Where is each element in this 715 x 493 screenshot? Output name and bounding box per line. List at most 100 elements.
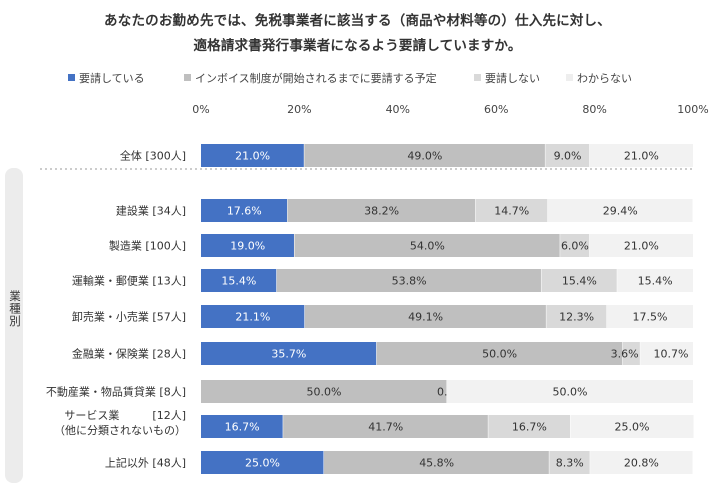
data-label: 54.0% — [410, 240, 445, 253]
data-label: 38.2% — [364, 205, 399, 218]
bar-segment — [589, 144, 693, 167]
data-label: 50.0% — [553, 386, 588, 399]
legend-item: わからない — [566, 70, 632, 86]
x-tick-label: 0% — [192, 103, 209, 116]
data-label: 41.7% — [368, 421, 403, 434]
bar-segment — [640, 342, 693, 365]
data-label: 53.8% — [392, 275, 427, 288]
data-label: 45.8% — [419, 457, 454, 470]
legend-item: インボイス制度が開始されるまでに要請する予定 — [184, 70, 437, 86]
legend-swatch — [474, 74, 481, 81]
bar-segment — [376, 342, 623, 365]
legend-item: 要請している — [68, 70, 145, 86]
data-label: 15.4% — [221, 275, 256, 288]
x-tick-label: 20% — [287, 103, 311, 116]
bar-segment — [475, 199, 548, 222]
legend-swatch — [184, 74, 191, 81]
category-label: サービス業 [12人] — [64, 409, 186, 422]
category-label: 金融業・保険業 [28人] — [72, 347, 186, 361]
data-label: 17.6% — [227, 205, 262, 218]
bar-segment — [590, 451, 693, 474]
data-label: 16.7% — [512, 421, 547, 434]
bar-segment — [549, 451, 591, 474]
data-label: 21.0% — [235, 150, 270, 163]
bar-segment — [589, 234, 693, 257]
data-label: 25.0% — [245, 457, 280, 470]
data-label: 21.0% — [624, 150, 659, 163]
data-label: 21.0% — [624, 240, 659, 253]
category-label: 上記以外 [48人] — [105, 456, 186, 470]
category-label: （他に分類されないもの） — [54, 424, 186, 437]
bar-segment — [541, 269, 618, 292]
data-label: 29.4% — [603, 205, 638, 218]
bar-segment — [447, 380, 693, 403]
data-label: 21.1% — [235, 311, 270, 324]
data-label: 15.4% — [562, 275, 597, 288]
bar-segment — [324, 451, 550, 474]
bar-segment — [201, 380, 447, 403]
industry-group-label: 業種別 — [5, 168, 23, 483]
category-label: 不動産業・物品賃貸業 [8人] — [46, 385, 186, 399]
bar-segment — [201, 144, 305, 167]
data-label: 9.0% — [554, 150, 582, 163]
legend-label: わからない — [577, 72, 632, 85]
x-tick-label: 40% — [386, 103, 410, 116]
bar-segment — [546, 305, 607, 328]
legend-label: インボイス制度が開始されるまでに要請する予定 — [195, 72, 437, 85]
legend-swatch — [566, 74, 573, 81]
legend-label: 要請しない — [485, 72, 540, 85]
bar-segment — [617, 269, 693, 292]
data-label: 12.3% — [559, 311, 594, 324]
data-label: 49.1% — [408, 311, 443, 324]
data-label: 50.0% — [307, 386, 342, 399]
category-label: 建設業 [34人] — [116, 204, 186, 218]
bar-segment — [547, 199, 693, 222]
data-label: 19.0% — [230, 240, 265, 253]
data-label: 35.7% — [271, 348, 306, 361]
bar-segment — [304, 144, 546, 167]
data-label: 8.3% — [556, 457, 584, 470]
category-label: 運輸業・郵便業 [13人] — [72, 274, 186, 288]
data-label: 17.5% — [632, 311, 667, 324]
bar-segment — [201, 451, 324, 474]
chart-title-line-2: 適格請求書発行事業者になるよう要請していますか。 — [193, 38, 522, 54]
x-tick-label: 60% — [484, 103, 508, 116]
bar-segment — [560, 234, 590, 257]
category-label: 卸売業・小売業 [57人] — [72, 310, 186, 324]
bar-segment — [201, 305, 305, 328]
legend-item: 要請しない — [474, 70, 540, 86]
bar-segment — [201, 199, 288, 222]
side-label-text: 業種別 — [8, 290, 22, 328]
bar-segment — [488, 415, 571, 438]
chart-title-line-1: あなたのお勤め先では、免税事業者に該当する（商品や材料等の）仕入先に対し、 — [104, 13, 611, 29]
category-label: 全体 [300人] — [120, 149, 186, 163]
bar-segment — [201, 269, 277, 292]
bar-segment — [201, 415, 284, 438]
data-label: 15.4% — [638, 275, 673, 288]
bar-segment — [201, 342, 377, 365]
bar-segment — [570, 415, 694, 438]
bar-segment — [294, 234, 561, 257]
bar-segment — [545, 144, 590, 167]
data-label: 14.7% — [494, 205, 529, 218]
bar-segment — [606, 305, 693, 328]
bar-segment — [276, 269, 542, 292]
x-tick-label: 100% — [677, 103, 708, 116]
data-label: 20.8% — [624, 457, 659, 470]
legend-swatch — [68, 74, 75, 81]
data-label: 3.6% — [611, 348, 639, 361]
data-label: 49.0% — [407, 150, 442, 163]
data-label: 50.0% — [482, 348, 517, 361]
bar-segment — [304, 305, 547, 328]
data-label: 25.0% — [615, 421, 650, 434]
x-tick-label: 80% — [582, 103, 606, 116]
bar-segment — [622, 342, 641, 365]
data-label: 6.0% — [561, 240, 589, 253]
bar-segment — [201, 234, 295, 257]
legend-label: 要請している — [79, 72, 145, 85]
bar-segment — [283, 415, 489, 438]
category-label: 製造業 [100人] — [109, 239, 186, 253]
data-label: 16.7% — [225, 421, 260, 434]
bar-segment — [287, 199, 476, 222]
